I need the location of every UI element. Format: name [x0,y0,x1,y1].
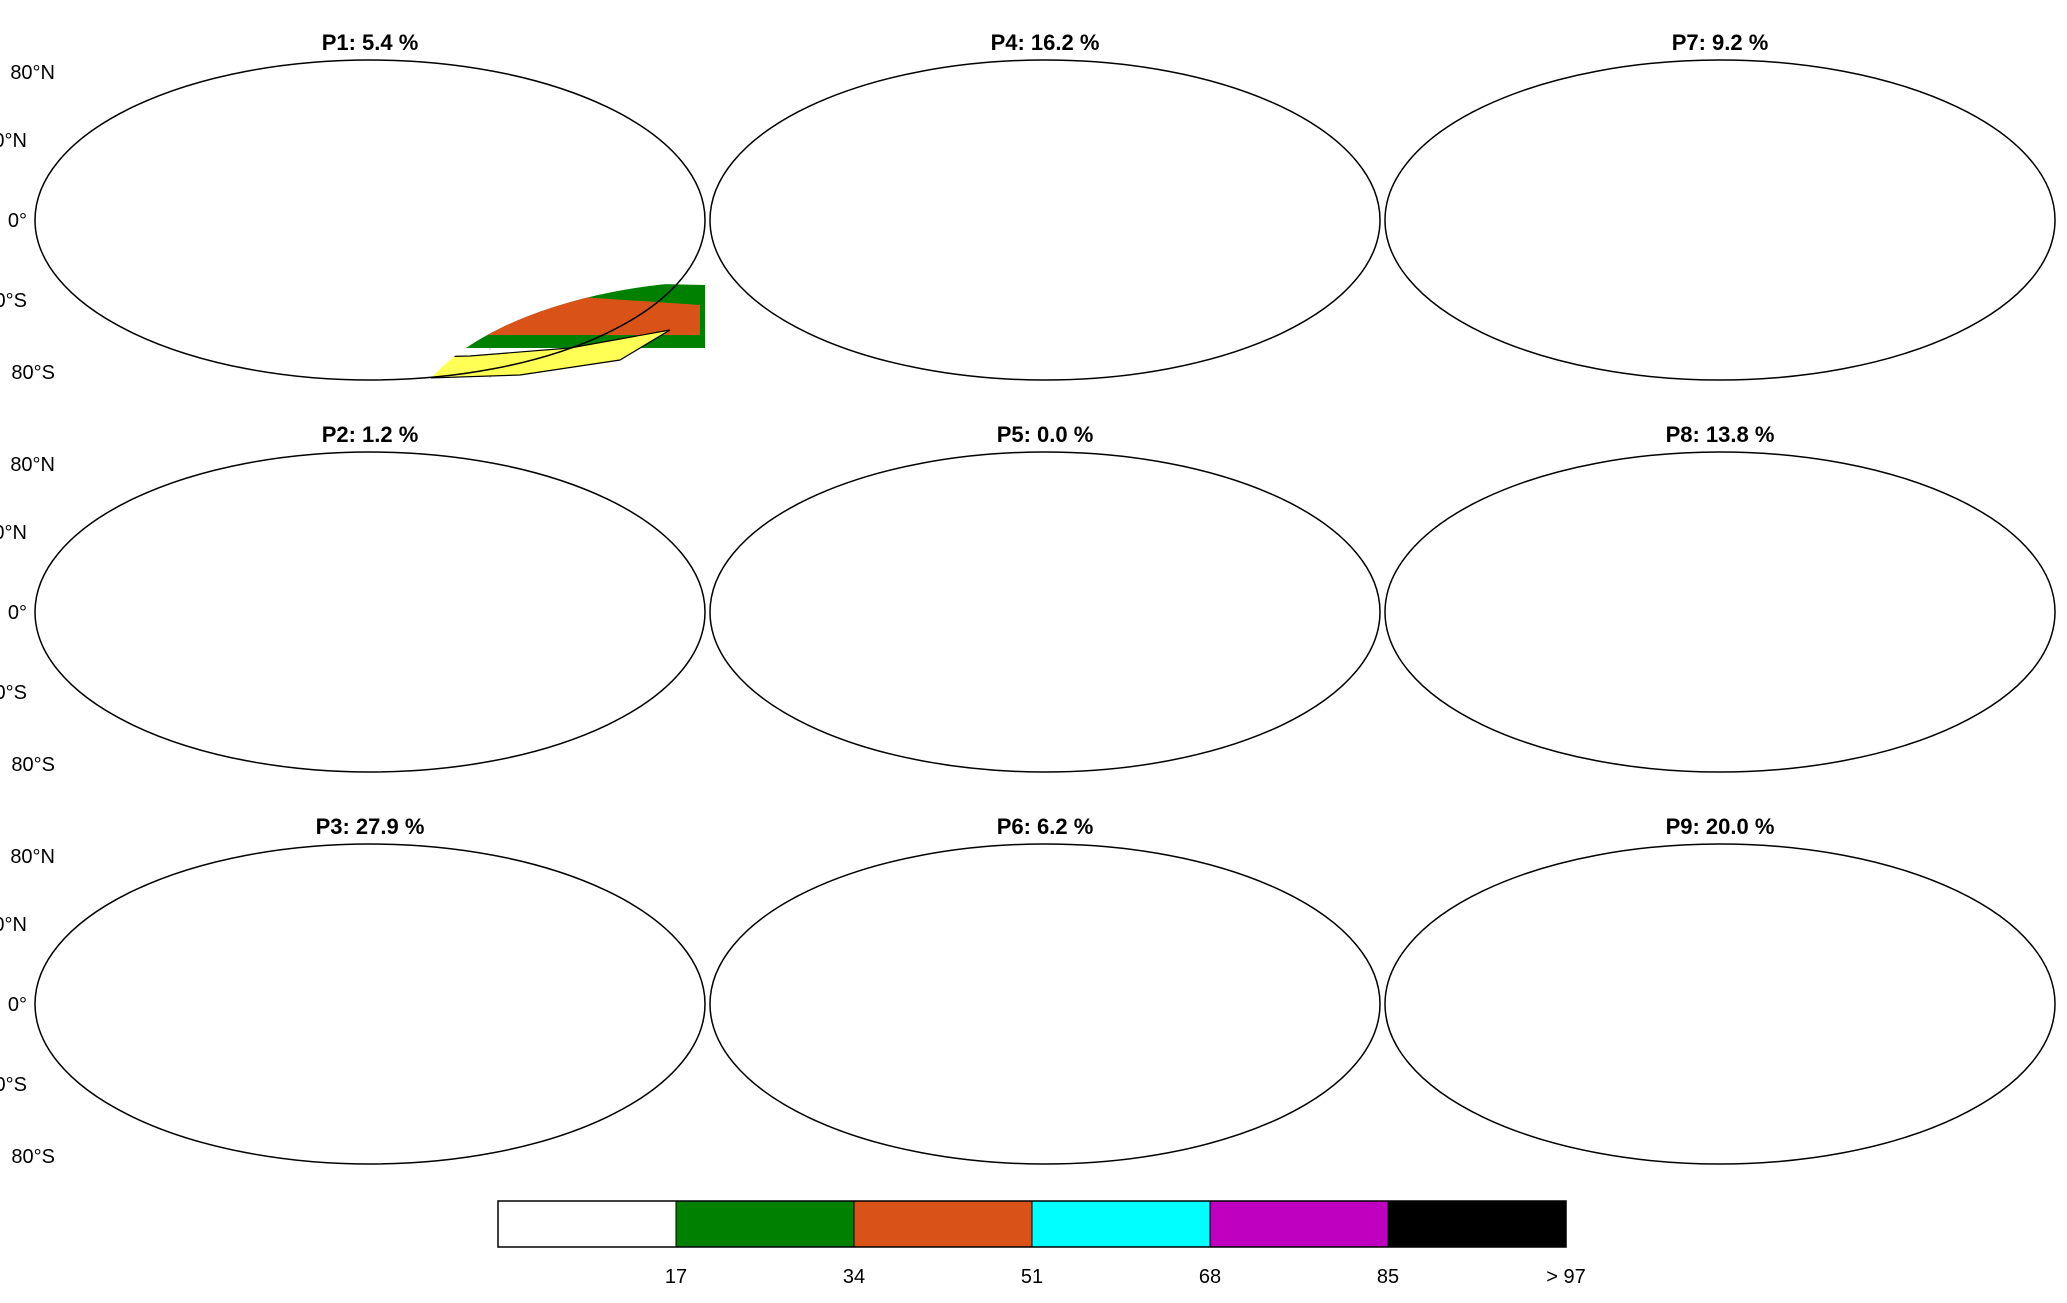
panel-title: P5: 0.0 % [997,422,1094,447]
map-panel-p7: P7: 9.2 % [1384,30,2056,381]
colorbar-swatch [1031,1200,1211,1248]
ocean [1385,60,2055,380]
map-panel-p8: P8: 13.8 % [1384,422,2056,773]
map-outline [709,843,1381,1165]
latitude-label: 40°S [0,290,27,312]
ocean [1385,844,2055,1164]
colorbar: 17 34 51 68 85 > 97 [497,1200,1586,1288]
latitude-label: 80°S [11,1146,55,1168]
map-outline [709,451,1381,773]
panel-title: P1: 5.4 % [322,30,419,55]
ocean [710,452,1380,772]
map-panels: P1: 5.4 % 80°N 40°N 0° 40°S 80°S P4: 16.2 % P7:… [0,30,2056,1168]
colorbar-label: 34 [843,1266,865,1288]
panel-title: P3: 27.9 % [316,814,425,839]
map-panel-p5: P5: 0.0 % [709,422,1381,773]
colorbar-swatch [1387,1200,1567,1248]
colorbar-swatch [853,1200,1033,1248]
latitude-label: 40°S [0,682,27,704]
ocean [35,60,705,380]
map-outline [34,59,706,381]
latitude-label: 0° [8,210,27,232]
latitude-label: 40°N [0,522,27,544]
ocean [1385,452,2055,772]
ocean [710,844,1380,1164]
latitude-label: 0° [8,994,27,1016]
map-panel-p3: P3: 27.9 % 80°N 40°N 0° 40°S 80°S [0,814,706,1168]
panel-title: P8: 13.8 % [1666,422,1775,447]
colorbar-swatch [1209,1200,1389,1248]
colorbar-swatch [675,1200,855,1248]
colorbar-swatch [497,1200,677,1248]
latitude-label: 40°N [0,130,27,152]
colorbar-label: > 97 [1546,1266,1585,1288]
map-panel-p2: P2: 1.2 % 80°N 40°N 0° 40°S 80°S [0,422,706,776]
latitude-label: 80°S [11,362,55,384]
colorbar-label: 68 [1199,1266,1221,1288]
latitude-label: 40°S [0,1074,27,1096]
map-outline [709,59,1381,381]
map-outline [34,843,706,1165]
latitude-label: 80°S [11,754,55,776]
latitude-label: 80°N [10,62,55,84]
ocean [710,60,1380,380]
latitude-label: 80°N [10,454,55,476]
map-outline [34,451,706,773]
map-panel-p4: P4: 16.2 % [709,30,1381,381]
map-outline [1384,59,2056,381]
map-outline [1384,451,2056,773]
colorbar-label: 51 [1021,1266,1043,1288]
ocean [35,452,705,772]
colorbar-label: 17 [665,1266,687,1288]
map-panel-p9: P9: 20.0 % [1384,814,2056,1165]
latitude-label: 80°N [10,846,55,868]
map-panel-p1: P1: 5.4 % 80°N 40°N 0° 40°S 80°S [0,30,706,384]
latitude-label: 0° [8,602,27,624]
land-mass [405,329,671,381]
panel-title: P7: 9.2 % [1672,30,1769,55]
map-outline [1384,843,2056,1165]
panel-title: P6: 6.2 % [997,814,1094,839]
colorbar-frame [497,1200,1567,1248]
map-panel-p6: P6: 6.2 % [709,814,1381,1165]
colorbar-label: 85 [1377,1266,1399,1288]
ocean [35,844,705,1164]
latitude-label: 40°N [0,914,27,936]
panel-title: P4: 16.2 % [991,30,1100,55]
panel-title: P9: 20.0 % [1666,814,1775,839]
panel-title: P2: 1.2 % [322,422,419,447]
